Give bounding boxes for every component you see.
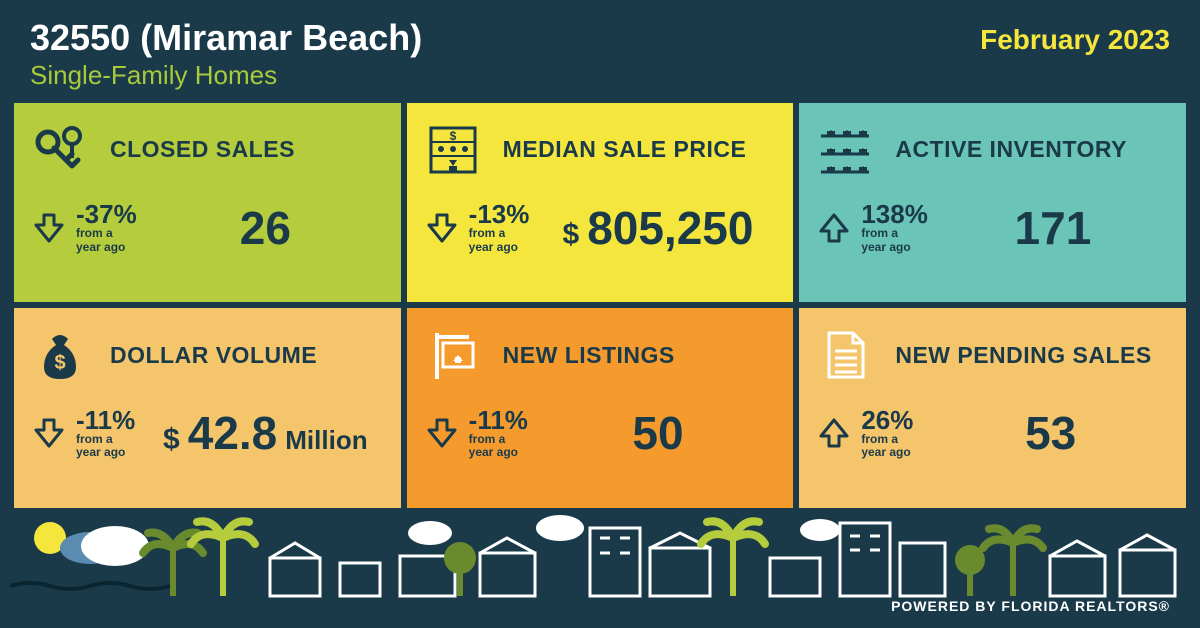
stat-label: ACTIVE INVENTORY bbox=[895, 136, 1127, 163]
footer-scene bbox=[10, 508, 1190, 598]
stat-value: 171 bbox=[1015, 201, 1092, 255]
footer: POWERED BY FLORIDA REALTORS® bbox=[10, 508, 1190, 618]
stat-card-closed-sales: CLOSED SALES -37% from a year ago 26 bbox=[14, 103, 401, 303]
pct-change-sub: from a year ago bbox=[861, 227, 928, 253]
infographic-container: 32550 (Miramar Beach) Single-Family Home… bbox=[0, 0, 1200, 628]
header: 32550 (Miramar Beach) Single-Family Home… bbox=[10, 10, 1190, 103]
stat-card-new-listings: NEW LISTINGS -11% from a year ago 50 bbox=[407, 308, 794, 508]
stat-label: DOLLAR VOLUME bbox=[110, 342, 317, 369]
pct-change-sub: from a year ago bbox=[76, 433, 138, 459]
abacus-icon: $ bbox=[425, 122, 481, 178]
arrow-down-icon bbox=[425, 211, 459, 245]
money-bag-icon: $ bbox=[32, 327, 88, 383]
page-title: 32550 (Miramar Beach) bbox=[30, 18, 422, 58]
date-label: February 2023 bbox=[980, 24, 1170, 56]
pct-change-block: 26% from a year ago bbox=[861, 407, 923, 459]
stat-label: MEDIAN SALE PRICE bbox=[503, 136, 747, 163]
stat-card-dollar-volume: $ DOLLAR VOLUME -11% from a year ago $ 4… bbox=[14, 308, 401, 508]
pct-change: -11% bbox=[76, 407, 138, 433]
keys-icon bbox=[32, 122, 88, 178]
pct-change: -37% bbox=[76, 201, 138, 227]
value-prefix: $ bbox=[163, 423, 180, 457]
pct-change-sub: from a year ago bbox=[469, 433, 531, 459]
stat-label: CLOSED SALES bbox=[110, 136, 295, 163]
svg-text:$: $ bbox=[449, 129, 456, 143]
document-icon bbox=[817, 327, 873, 383]
arrow-down-icon bbox=[32, 211, 66, 245]
page-subtitle: Single-Family Homes bbox=[30, 60, 422, 91]
pct-change: -11% bbox=[469, 407, 531, 433]
pct-change: 138% bbox=[861, 201, 928, 227]
arrow-up-icon bbox=[817, 416, 851, 450]
stat-card-median-sale-price: $ MEDIAN SALE PRICE -13% from a year ago… bbox=[407, 103, 794, 303]
stat-value: 26 bbox=[240, 201, 291, 255]
pct-change: -13% bbox=[469, 201, 531, 227]
houses-grid-icon bbox=[817, 122, 873, 178]
sign-icon bbox=[425, 327, 481, 383]
svg-text:$: $ bbox=[54, 352, 65, 374]
stat-value: 805,250 bbox=[587, 201, 753, 255]
arrow-up-icon bbox=[817, 211, 851, 245]
arrow-down-icon bbox=[32, 416, 66, 450]
pct-change: 26% bbox=[861, 407, 923, 433]
pct-change-block: -37% from a year ago bbox=[76, 201, 138, 253]
header-left: 32550 (Miramar Beach) Single-Family Home… bbox=[30, 18, 422, 91]
pct-change-sub: from a year ago bbox=[469, 227, 531, 253]
value-prefix: $ bbox=[563, 218, 580, 252]
stat-value: 50 bbox=[632, 406, 683, 460]
pct-change-sub: from a year ago bbox=[76, 227, 138, 253]
pct-change-block: 138% from a year ago bbox=[861, 201, 928, 253]
stat-card-active-inventory: ACTIVE INVENTORY 138% from a year ago 17… bbox=[799, 103, 1186, 303]
pct-change-block: -11% from a year ago bbox=[469, 407, 531, 459]
stat-label: NEW LISTINGS bbox=[503, 342, 675, 369]
value-suffix: Million bbox=[285, 425, 367, 456]
stats-grid: CLOSED SALES -37% from a year ago 26 $ M… bbox=[10, 103, 1190, 508]
stat-value: 42.8 bbox=[188, 406, 278, 460]
arrow-down-icon bbox=[425, 416, 459, 450]
stat-label: NEW PENDING SALES bbox=[895, 342, 1151, 369]
pct-change-block: -13% from a year ago bbox=[469, 201, 531, 253]
pct-change-sub: from a year ago bbox=[861, 433, 923, 459]
stat-card-new-pending-sales: NEW PENDING SALES 26% from a year ago 53 bbox=[799, 308, 1186, 508]
stat-value: 53 bbox=[1025, 406, 1076, 460]
pct-change-block: -11% from a year ago bbox=[76, 407, 138, 459]
footer-text: POWERED BY FLORIDA REALTORS® bbox=[891, 598, 1170, 614]
